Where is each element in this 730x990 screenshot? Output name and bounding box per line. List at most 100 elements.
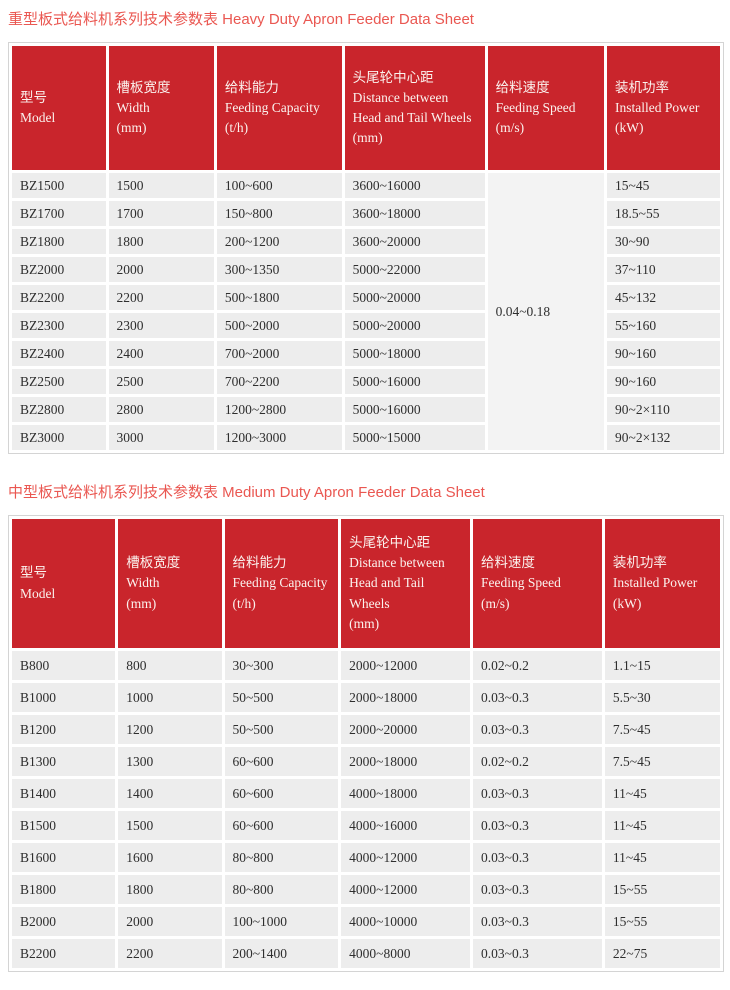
column-header-text: Distance between Head and Tail Wheels xyxy=(352,89,472,125)
column-header-power: 装机功率 Installed Power (kW) xyxy=(607,46,720,170)
column-header-text: Model xyxy=(20,110,56,125)
column-header-capacity: 给料能力 Feeding Capacity (t/h) xyxy=(224,519,339,648)
cell-power: 5.5~30 xyxy=(604,683,720,712)
cell-distance: 2000~18000 xyxy=(341,747,471,776)
cell-distance: 4000~16000 xyxy=(341,811,471,840)
cell-distance: 5000~20000 xyxy=(344,313,485,338)
column-header-text: 头尾轮中心距 xyxy=(352,69,434,85)
cell-width: 1200 xyxy=(118,715,222,744)
cell-model: BZ2000 xyxy=(12,257,106,282)
cell-distance: 5000~22000 xyxy=(344,257,485,282)
cell-distance: 3600~18000 xyxy=(344,201,485,226)
column-header-text: Feeding Capacity xyxy=(232,575,328,591)
cell-distance: 2000~18000 xyxy=(341,683,471,712)
cell-power: 90~160 xyxy=(607,341,720,366)
cell-width: 1600 xyxy=(118,843,222,872)
cell-width: 1300 xyxy=(118,747,222,776)
cell-power: 15~55 xyxy=(604,875,720,904)
cell-power: 90~2×110 xyxy=(607,397,720,422)
cell-power: 90~160 xyxy=(607,369,720,394)
cell-width: 2500 xyxy=(108,369,214,394)
cell-model: BZ2800 xyxy=(12,397,106,422)
table-row: BZ1500 1500 100~600 3600~16000 0.04~0.18 15~4… xyxy=(12,173,720,450)
column-header-text: Width xyxy=(126,575,160,591)
cell-power: 22~75 xyxy=(604,939,720,968)
cell-width: 2300 xyxy=(108,313,214,338)
cell-power: 11~45 xyxy=(604,811,720,840)
column-header-text: 给料能力 xyxy=(224,79,279,95)
cell-capacity: 50~500 xyxy=(224,715,339,744)
column-header-text: Feeding Speed xyxy=(481,575,561,591)
column-header-model: 型号 Model xyxy=(12,46,106,170)
table-row: BZ2300 2300 500~2000 5000~20000 55~160 xyxy=(12,313,720,338)
cell-capacity: 60~600 xyxy=(224,811,339,840)
medium-duty-table: 型号 Model 槽板宽度 Width (mm) 给料能力 Feeding Capacity… xyxy=(8,515,724,972)
table-row: B1800 1800 80~800 4000~12000 0.03~0.3 15~55 xyxy=(12,875,720,904)
column-header-text: Width xyxy=(116,99,150,115)
table-row: B800 800 30~300 2000~12000 0.02~0.2 1.1~15 xyxy=(12,651,720,680)
cell-distance: 4000~10000 xyxy=(341,907,471,936)
heavy-duty-table: 型号 Model 槽板宽度 Width (mm) 给料能力 Feeding Capacity… xyxy=(8,42,724,454)
column-header-text: (mm) xyxy=(116,120,147,136)
cell-width: 2000 xyxy=(108,257,214,282)
cell-distance: 5000~18000 xyxy=(344,341,485,366)
column-header-text: 槽板宽度 xyxy=(126,555,181,571)
cell-model: BZ3000 xyxy=(12,425,106,450)
table-row: BZ2400 2400 700~2000 5000~18000 90~160 xyxy=(12,341,720,366)
cell-model: B1200 xyxy=(12,715,116,744)
cell-capacity: 1200~3000 xyxy=(216,425,342,450)
cell-speed-merged: 0.04~0.18 xyxy=(487,173,605,450)
column-header-speed: 给料速度 Feeding Speed (m/s) xyxy=(473,519,602,648)
cell-power: 7.5~45 xyxy=(604,747,720,776)
cell-model: BZ2300 xyxy=(12,313,106,338)
cell-capacity: 60~600 xyxy=(224,779,339,808)
cell-width: 2400 xyxy=(108,341,214,366)
cell-width: 1700 xyxy=(108,201,214,226)
cell-model: BZ1800 xyxy=(12,229,106,254)
cell-capacity: 700~2200 xyxy=(216,369,342,394)
column-header-model: 型号 Model xyxy=(12,519,116,648)
cell-model: B800 xyxy=(12,651,116,680)
column-header-capacity: 给料能力 Feeding Capacity (t/h) xyxy=(216,46,342,170)
column-header-text: 头尾轮中心距 xyxy=(349,534,431,550)
cell-model: BZ2500 xyxy=(12,369,106,394)
heavy-duty-section: 重型板式给料机系列技术参数表 Heavy Duty Apron Feeder D… xyxy=(8,11,724,454)
cell-capacity: 300~1350 xyxy=(216,257,342,282)
cell-model: B2200 xyxy=(12,939,116,968)
cell-capacity: 700~2000 xyxy=(216,341,342,366)
table-row: B1400 1400 60~600 4000~18000 0.03~0.3 11~45 xyxy=(12,779,720,808)
column-header-text: 型号 xyxy=(20,565,47,581)
cell-capacity: 500~1800 xyxy=(216,285,342,310)
cell-capacity: 80~800 xyxy=(224,875,339,904)
table-row: B1300 1300 60~600 2000~18000 0.02~0.2 7.5~45 xyxy=(12,747,720,776)
cell-capacity: 60~600 xyxy=(224,747,339,776)
column-header-text: Feeding Capacity xyxy=(224,99,320,115)
cell-capacity: 50~500 xyxy=(224,683,339,712)
cell-speed: 0.03~0.3 xyxy=(473,811,602,840)
cell-width: 2200 xyxy=(118,939,222,968)
column-header-text: Installed Power xyxy=(615,99,700,115)
column-header-distance: 头尾轮中心距 Distance between Head and Tail Whe… xyxy=(344,46,485,170)
cell-distance: 3600~16000 xyxy=(344,173,485,198)
cell-model: B1300 xyxy=(12,747,116,776)
cell-width: 2200 xyxy=(108,285,214,310)
cell-power: 37~110 xyxy=(607,257,720,282)
cell-speed: 0.03~0.3 xyxy=(473,779,602,808)
column-header-text: (t/h) xyxy=(224,120,249,136)
cell-distance: 5000~16000 xyxy=(344,369,485,394)
header-row: 型号 Model 槽板宽度 Width (mm) 给料能力 Feeding Capacity… xyxy=(12,519,720,648)
column-header-text: 型号 xyxy=(20,89,47,105)
table-row: B1000 1000 50~500 2000~18000 0.03~0.3 5.5~30 xyxy=(12,683,720,712)
column-header-text: (mm) xyxy=(126,595,157,611)
cell-distance: 3600~20000 xyxy=(344,229,485,254)
table-row: B2200 2200 200~1400 4000~8000 0.03~0.3 22~75 xyxy=(12,939,720,968)
cell-width: 3000 xyxy=(108,425,214,450)
cell-distance: 4000~8000 xyxy=(341,939,471,968)
cell-model: B1800 xyxy=(12,875,116,904)
cell-distance: 5000~16000 xyxy=(344,397,485,422)
cell-capacity: 200~1200 xyxy=(216,229,342,254)
table-row: B1500 1500 60~600 4000~16000 0.03~0.3 11~45 xyxy=(12,811,720,840)
cell-power: 15~45 xyxy=(607,173,720,198)
cell-width: 1000 xyxy=(118,683,222,712)
column-header-distance: 头尾轮中心距 Distance between Head and Tail Whe… xyxy=(341,519,471,648)
